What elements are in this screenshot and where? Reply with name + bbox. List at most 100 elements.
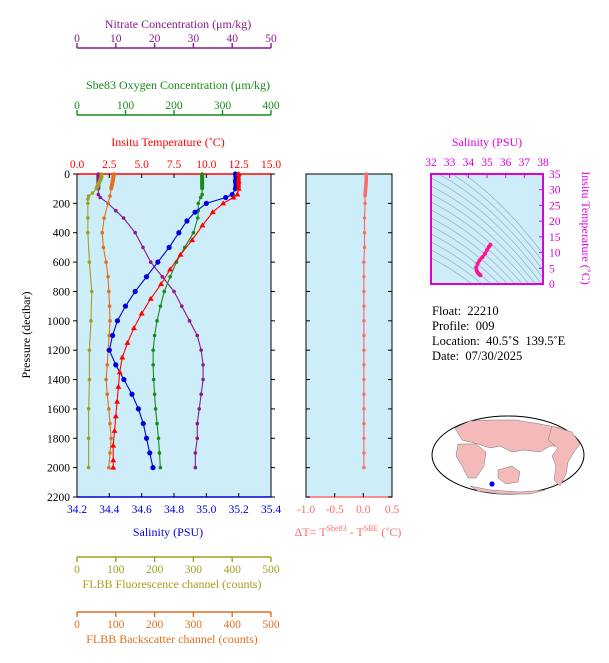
fluorescence-tick-label: 500 <box>262 564 280 576</box>
salinity-tick-label: 34.8 <box>164 504 184 516</box>
salinity-point <box>106 347 112 353</box>
oxygen-tick-label: 400 <box>262 100 280 112</box>
pressure-tick-label: 0 <box>64 169 70 181</box>
fluorescence-tick-label: 100 <box>107 564 125 576</box>
oxygen-point <box>155 319 159 323</box>
oxygen-point <box>155 421 159 426</box>
delta-t-point <box>364 179 368 184</box>
delta-t-tick-label: -1.0 <box>297 504 315 516</box>
delta-t-point <box>362 451 366 455</box>
fluorescence-point <box>97 181 101 185</box>
oxygen-point <box>168 274 172 279</box>
pressure-tick-label: 600 <box>53 257 71 269</box>
fluorescence-point <box>86 436 91 441</box>
ts-density-contour <box>431 185 542 284</box>
backscatter-point <box>108 451 112 455</box>
temperature-point <box>189 237 196 243</box>
temperature-tick-label: 5.0 <box>134 159 149 171</box>
delta-t-point <box>362 216 367 220</box>
nitrate-point <box>201 363 205 367</box>
nitrate-tick-label: 20 <box>149 33 161 45</box>
float-location-marker <box>489 481 495 487</box>
pressure-tick-label: 1000 <box>47 316 70 328</box>
fluorescence-point <box>86 194 91 198</box>
oxygen-point <box>191 230 196 235</box>
backscatter-point <box>104 377 108 382</box>
salinity-point <box>122 303 129 309</box>
salinity-point <box>147 450 153 456</box>
backscatter-tick-label: 200 <box>146 619 164 631</box>
pressure-tick-label: 200 <box>53 198 71 210</box>
backscatter-axis-title: FLBB Backscatter channel (counts) <box>86 632 258 646</box>
float-value: 22210 <box>467 304 499 318</box>
backscatter-point <box>109 186 113 191</box>
salinity-tick-label: 34.6 <box>132 504 152 516</box>
nitrate-point <box>199 392 203 397</box>
nitrate-point <box>148 260 153 264</box>
temperature-point <box>115 383 122 389</box>
nitrate-point <box>114 208 118 213</box>
nitrate-tick-label: 40 <box>226 33 238 45</box>
oxygen-axis-title: Sbe83 Oxygen Concentration (μm/kg) <box>86 78 270 92</box>
ts-point <box>477 258 482 263</box>
nitrate-point <box>96 192 101 197</box>
nitrate-point <box>160 274 165 279</box>
ts-temperature-tick-label: 0 <box>549 279 555 291</box>
nitrate-point <box>195 421 200 426</box>
nitrate-tick-label: 0 <box>74 33 80 45</box>
nitrate-point <box>199 348 203 352</box>
oxygen-point <box>195 216 200 220</box>
temperature-tick-label: 7.5 <box>167 159 182 171</box>
chart-layer: 0200400600800100012001400160018002000220… <box>47 33 561 631</box>
pressure-tick-label: 2200 <box>47 492 70 504</box>
salinity-point <box>192 209 198 215</box>
ts-salinity-tick-label: 35 <box>481 157 493 169</box>
nitrate-point <box>141 245 145 250</box>
temperature-point <box>111 427 118 433</box>
world-map <box>431 415 585 495</box>
float-info-block: Float: 22210 Profile: 009 Location: 40.5… <box>432 304 565 364</box>
nitrate-point <box>195 436 200 441</box>
temperature-point <box>110 457 117 463</box>
nitrate-point <box>193 451 198 455</box>
profile-panel <box>76 173 272 498</box>
nitrate-point <box>187 319 192 323</box>
date-line: Date: 07/30/2025 <box>432 349 565 364</box>
ts-point <box>488 242 493 247</box>
ts-density-contour <box>431 225 509 284</box>
date-value: 07/30/2025 <box>465 349 523 363</box>
ts-density-contour <box>463 174 543 255</box>
backscatter-point <box>108 319 112 323</box>
delta-t-point <box>362 392 366 396</box>
salinity-tick-label: 34.2 <box>67 504 87 516</box>
backscatter-point <box>104 260 108 264</box>
salinity-point <box>132 288 138 295</box>
nitrate-point <box>193 465 198 470</box>
oxygen-tick-label: 300 <box>214 100 232 112</box>
ts-salinity-tick-label: 32 <box>425 157 437 169</box>
ts-point <box>480 255 485 260</box>
fluorescence-point <box>86 201 90 206</box>
temperature-point <box>158 281 165 287</box>
oxygen-tick-label: 100 <box>117 100 135 112</box>
delta-t-point <box>362 319 366 323</box>
temperature-point <box>199 222 206 228</box>
salinity-point <box>109 332 116 339</box>
oxygen-point <box>151 348 155 352</box>
ts-salinity-tick-label: 37 <box>519 157 531 169</box>
delta-t-point <box>362 260 366 264</box>
salinity-point <box>135 406 142 412</box>
salinity-point <box>113 362 119 368</box>
backscatter-point <box>108 194 112 198</box>
ts-salinity-axis-title: Salinity (PSU) <box>452 135 522 149</box>
ts-density-contour <box>431 217 516 284</box>
backscatter-point <box>107 304 112 308</box>
oxygen-point <box>152 333 157 338</box>
temperature-axis-title: Insitu Temperature (˚C) <box>111 135 225 149</box>
location-value: 40.5˚S 139.5˚E <box>486 334 566 348</box>
delta-t-point <box>363 194 367 198</box>
map-land-antarctica <box>469 485 546 495</box>
fluorescence-point <box>86 465 91 470</box>
nitrate-point <box>121 216 126 220</box>
